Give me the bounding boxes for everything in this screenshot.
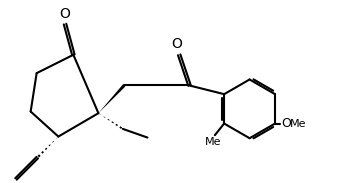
Text: Me: Me (290, 119, 306, 128)
Text: O: O (281, 117, 291, 130)
Text: O: O (171, 38, 182, 51)
Polygon shape (99, 84, 125, 113)
Text: Me: Me (205, 137, 222, 147)
Text: O: O (60, 7, 70, 21)
